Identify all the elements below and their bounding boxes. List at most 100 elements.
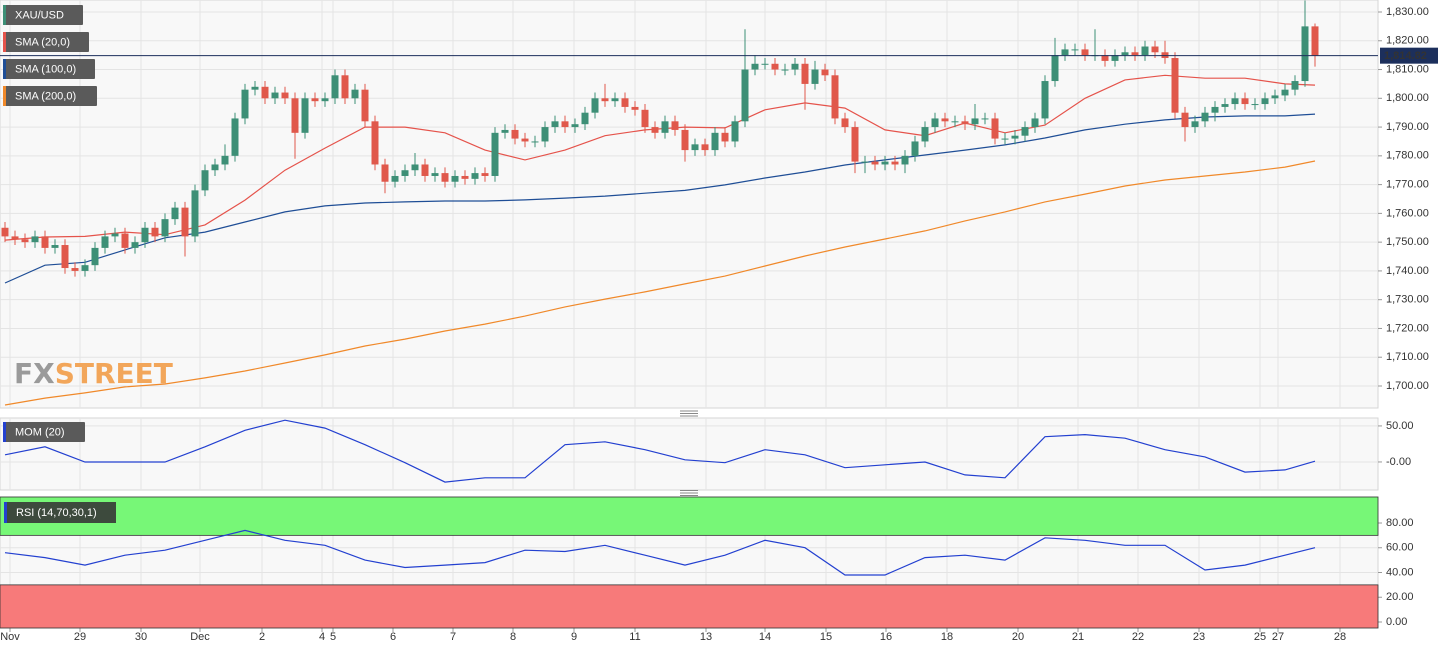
- legend-swatch: [3, 86, 6, 106]
- candle-body: [511, 129, 519, 139]
- candle-body: [1301, 26, 1309, 82]
- candle-body: [1271, 95, 1279, 99]
- line-series: [4, 419, 1316, 483]
- x-tick-label: 25: [1254, 631, 1266, 643]
- x-tick-label: 18: [941, 631, 953, 643]
- x-tick-label: 21: [1072, 631, 1084, 643]
- legend-label: RSI (14,70,30,1): [16, 507, 97, 519]
- candle-body: [771, 63, 779, 70]
- candle-body: [431, 173, 439, 176]
- candle-body: [1161, 52, 1169, 59]
- x-tick-label: 30: [135, 631, 147, 643]
- legend-swatch: [3, 5, 6, 25]
- candle-body: [591, 98, 599, 113]
- y-tick-label: 1,700.00: [1386, 380, 1429, 392]
- candle-body: [961, 121, 969, 125]
- legend-box: [3, 422, 85, 442]
- candle-body: [101, 236, 109, 248]
- candle-body: [931, 118, 939, 128]
- candle-body: [691, 144, 699, 151]
- line-series: [4, 113, 1316, 284]
- x-tick-label: Dec: [190, 631, 210, 643]
- x-tick-label: 29: [74, 631, 86, 643]
- candle-body: [441, 173, 449, 182]
- y-tick-label: -0.00: [1386, 456, 1411, 468]
- y-tick-label: 80.00: [1386, 517, 1414, 529]
- candle-body: [201, 170, 209, 191]
- candle-body: [1151, 46, 1159, 53]
- candle-body: [221, 155, 229, 165]
- x-tick-label: 6: [390, 631, 396, 643]
- legend-swatch: [3, 422, 6, 442]
- candle-body: [11, 236, 19, 240]
- line-series: [4, 160, 1316, 406]
- candle-body: [881, 161, 889, 165]
- candle-body: [1191, 121, 1199, 128]
- candle-body: [1171, 58, 1179, 113]
- candle-body: [801, 63, 809, 84]
- legend-swatch: [3, 32, 6, 52]
- candle-body: [921, 127, 929, 142]
- x-tick-label: 22: [1132, 631, 1144, 643]
- x-tick-label: 13: [700, 631, 712, 643]
- candle-body: [791, 63, 799, 70]
- x-tick-label: 7: [450, 631, 456, 643]
- candle-body: [571, 124, 579, 128]
- y-tick-label: 1,720.00: [1386, 322, 1429, 334]
- candle-body: [1121, 52, 1129, 56]
- candle-body: [711, 132, 719, 151]
- candle-body: [1281, 89, 1289, 96]
- candle-body: [541, 127, 549, 142]
- candle-body: [181, 207, 189, 237]
- candle-body: [311, 98, 319, 102]
- candle-body: [241, 89, 249, 119]
- candle-body: [91, 247, 99, 266]
- y-tick-label: 1,750.00: [1386, 236, 1429, 248]
- candle-body: [831, 75, 839, 119]
- candle-body: [631, 106, 639, 110]
- candle-body: [611, 98, 619, 102]
- y-tick-label: 1,810.00: [1386, 63, 1429, 75]
- candle-body: [331, 75, 339, 99]
- candle-body: [1011, 135, 1019, 139]
- y-tick-label: 60.00: [1386, 542, 1414, 554]
- line-series: [4, 529, 1316, 576]
- candle-body: [1141, 46, 1149, 56]
- candle-body: [381, 164, 389, 182]
- y-tick-label: 20.00: [1386, 591, 1414, 603]
- candle-body: [321, 98, 329, 102]
- x-tick-label: 14: [759, 631, 771, 643]
- main-panel: [0, 0, 1379, 409]
- candle-body: [21, 239, 29, 243]
- candle-body: [301, 98, 309, 133]
- legend-swatch: [3, 59, 6, 79]
- panel-grip[interactable]: [680, 490, 698, 496]
- candle-body: [1131, 52, 1139, 56]
- y-tick-label: 40.00: [1386, 566, 1414, 578]
- x-tick-label: 8: [510, 631, 516, 643]
- candle-body: [1041, 81, 1049, 119]
- y-tick-label: 1,760.00: [1386, 207, 1429, 219]
- candle-body: [721, 132, 729, 142]
- x-tick-label: 9: [571, 631, 577, 643]
- x-tick-label: 5: [330, 631, 336, 643]
- candle-body: [1, 227, 9, 237]
- x-tick-label: 2: [259, 631, 265, 643]
- candle-body: [581, 112, 589, 125]
- candle-body: [351, 89, 359, 99]
- candle-body: [41, 236, 49, 248]
- legend-box: [3, 59, 95, 79]
- y-tick-label: 1,730.00: [1386, 294, 1429, 306]
- candle-body: [291, 98, 299, 133]
- candle-body: [81, 265, 89, 271]
- candle-body: [991, 118, 999, 139]
- legend-box: [3, 5, 83, 25]
- candle-body: [1071, 49, 1079, 51]
- candle-body: [1261, 98, 1269, 105]
- x-tick-label: 23: [1193, 631, 1205, 643]
- candle-body: [901, 155, 909, 165]
- candle-body: [261, 86, 269, 99]
- panel-grip[interactable]: [680, 410, 698, 417]
- candle-body: [1241, 98, 1249, 105]
